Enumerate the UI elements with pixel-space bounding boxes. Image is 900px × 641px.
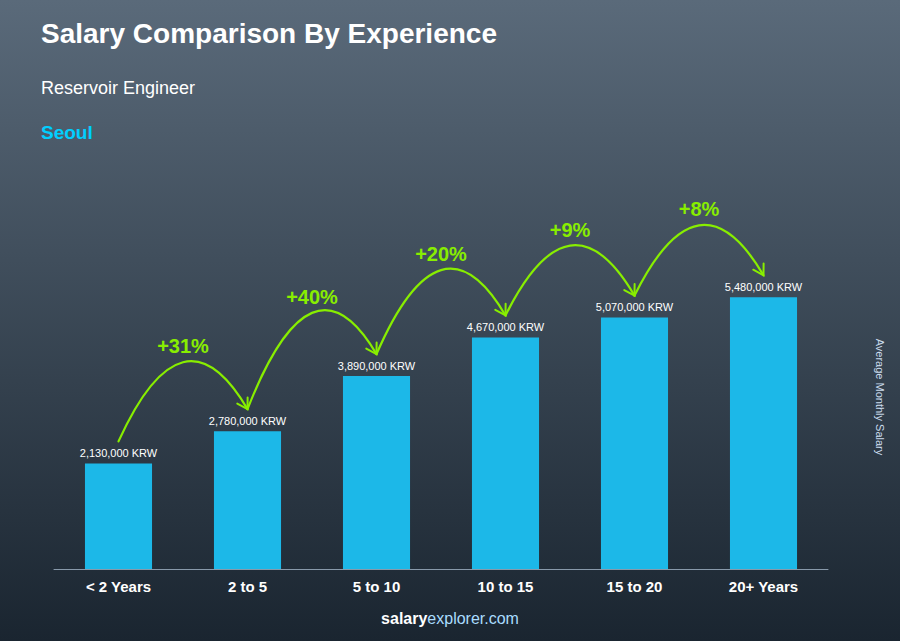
svg-text:10 to 15: 10 to 15	[478, 578, 534, 595]
svg-text:+9%: +9%	[550, 219, 591, 241]
svg-text:+40%: +40%	[286, 286, 338, 308]
svg-text:3,890,000 KRW: 3,890,000 KRW	[338, 360, 416, 372]
svg-text:+20%: +20%	[415, 243, 467, 265]
svg-text:explorer.com: explorer.com	[427, 610, 519, 627]
svg-text:2,780,000 KRW: 2,780,000 KRW	[209, 415, 287, 427]
svg-text:20+ Years: 20+ Years	[729, 578, 798, 595]
svg-text:< 2 Years: < 2 Years	[86, 578, 151, 595]
svg-text:2 to 5: 2 to 5	[228, 578, 267, 595]
svg-text:Salary Comparison By Experienc: Salary Comparison By Experience	[41, 18, 497, 49]
svg-text:2,130,000 KRW: 2,130,000 KRW	[80, 447, 158, 459]
svg-text:4,670,000 KRW: 4,670,000 KRW	[467, 321, 545, 333]
svg-text:Average Monthly Salary: Average Monthly Salary	[874, 339, 886, 456]
svg-text:15 to 20: 15 to 20	[607, 578, 663, 595]
svg-text:5,070,000 KRW: 5,070,000 KRW	[596, 301, 674, 313]
svg-text:Reservoir Engineer: Reservoir Engineer	[41, 78, 195, 98]
svg-text:+31%: +31%	[157, 335, 209, 357]
svg-text:+8%: +8%	[679, 198, 720, 220]
svg-text:Seoul: Seoul	[41, 122, 93, 143]
svg-text:5,480,000 KRW: 5,480,000 KRW	[725, 281, 803, 293]
svg-text:5 to 10: 5 to 10	[353, 578, 401, 595]
svg-text:salary: salary	[381, 610, 427, 627]
